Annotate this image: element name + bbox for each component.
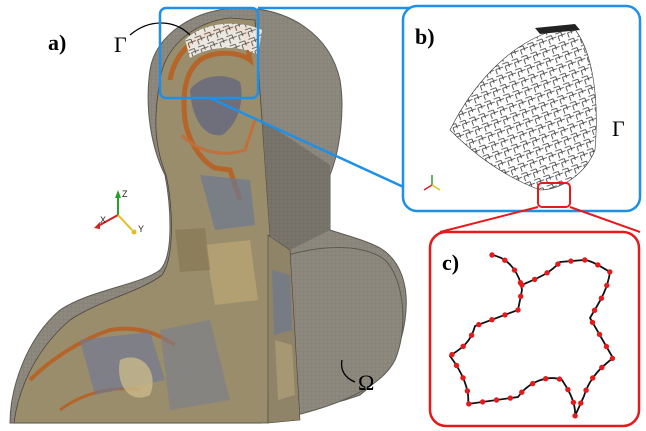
mesh-node: [555, 261, 561, 267]
axis-z-label: Z: [122, 189, 128, 199]
omega-label: Ω: [358, 370, 374, 395]
mesh-node: [596, 331, 603, 338]
mesh-nodes: [449, 252, 616, 419]
mesh-node: [519, 282, 525, 288]
panel-a-label: a): [48, 30, 66, 55]
mesh-node: [515, 307, 521, 313]
connector-red-left: [439, 206, 539, 233]
connector-blue-bottom: [209, 96, 411, 192]
panel-b-label: b): [415, 24, 435, 49]
mesh-node: [570, 399, 577, 406]
mesh-node: [530, 380, 536, 387]
gamma-label-b: Γ: [612, 116, 625, 141]
axis-triad: Z X Y: [94, 189, 144, 235]
mesh-node: [595, 262, 601, 268]
mesh-node: [544, 270, 550, 276]
gamma-label-a: Γ: [114, 32, 127, 57]
mesh-node: [578, 400, 584, 406]
gamma-pointer: [129, 22, 191, 36]
mesh-node: [489, 317, 495, 323]
zoom-region-red: [537, 182, 571, 208]
panel-b: b) Γ: [401, 4, 642, 213]
mesh-node: [603, 343, 610, 350]
mesh-node: [489, 252, 495, 258]
mesh-node: [590, 375, 596, 381]
mesh-node: [572, 413, 578, 419]
mesh-node: [511, 267, 518, 273]
mesh-node: [604, 282, 610, 289]
mesh-node: [479, 399, 486, 405]
mesh-node: [476, 321, 482, 328]
mesh-node: [460, 375, 466, 381]
mesh-node: [507, 395, 513, 401]
mesh-node: [568, 258, 574, 264]
head-model: [9, 7, 407, 424]
mesh-node: [466, 401, 472, 407]
zoom-region-blue: [158, 6, 260, 100]
axis-x-label: X: [100, 215, 106, 225]
mesh-node: [502, 257, 508, 263]
mesh-node: [502, 312, 508, 318]
panel-c: c): [428, 230, 641, 428]
mesh-node: [543, 376, 549, 382]
omega-pointer: [340, 359, 356, 383]
mesh-node: [460, 343, 466, 349]
mesh-node: [565, 386, 571, 393]
mesh-node: [493, 397, 500, 403]
panel-c-frame: [428, 230, 641, 428]
panel-c-label: c): [442, 250, 459, 275]
mesh-node: [519, 389, 525, 395]
mesh-node: [589, 319, 596, 326]
mesh-node: [464, 388, 471, 394]
mesh-node: [591, 307, 598, 313]
axis-y-label: Y: [138, 224, 144, 234]
lattice-surface: [449, 25, 597, 191]
mesh-node: [607, 269, 613, 275]
mesh-node: [532, 276, 538, 283]
mesh-curve: [448, 254, 615, 417]
connector-red-right: [569, 206, 641, 233]
mesh-node: [468, 332, 475, 338]
mesh-node: [598, 295, 605, 301]
mesh-node: [453, 362, 460, 369]
mesh-node: [583, 387, 589, 393]
mesh-node: [609, 355, 616, 362]
mesh-node: [449, 351, 455, 358]
mesh-node: [556, 376, 563, 382]
mesh-node: [518, 293, 524, 299]
mesh-node: [599, 364, 605, 371]
mesh-node: [582, 257, 588, 263]
